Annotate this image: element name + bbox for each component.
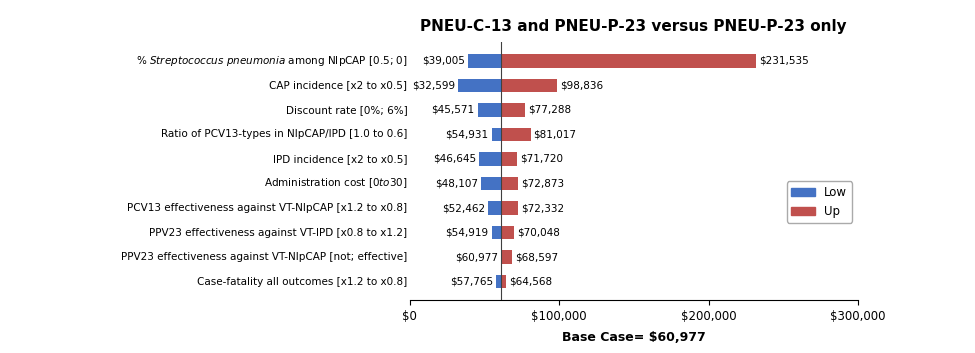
Text: $72,873: $72,873 [522,179,565,189]
Text: $81,017: $81,017 [533,130,576,139]
Text: $231,535: $231,535 [759,56,808,66]
Text: $68,597: $68,597 [515,252,558,262]
Text: Case-fatality all outcomes [x1.2 to x0.8]: Case-fatality all outcomes [x1.2 to x0.8… [197,277,408,287]
Text: $54,919: $54,919 [446,228,488,238]
Text: $70,048: $70,048 [517,228,560,238]
Text: Administration cost [$0 to $30]: Administration cost [$0 to $30] [263,176,408,190]
Bar [500,128,530,141]
Text: $52,462: $52,462 [442,203,485,213]
Text: $46,645: $46,645 [433,154,476,164]
Text: $60,977: $60,977 [454,252,497,262]
Text: PPV23 effectiveness against VT-NIpCAP [not; effective]: PPV23 effectiveness against VT-NIpCAP [n… [121,252,408,262]
Text: $39,005: $39,005 [422,56,465,66]
Text: Ratio of PCV13-types in NIpCAP/IPD [1.0 to 0.6]: Ratio of PCV13-types in NIpCAP/IPD [1.0 … [161,130,408,139]
Bar [491,226,500,239]
Bar [500,79,558,92]
Text: $77,288: $77,288 [528,105,571,115]
Text: $48,107: $48,107 [436,179,479,189]
Text: $98,836: $98,836 [561,80,604,90]
Text: $71,720: $71,720 [520,154,563,164]
Text: IPD incidence [x2 to x0.5]: IPD incidence [x2 to x0.5] [273,154,408,164]
Legend: Low, Up: Low, Up [787,181,852,223]
Bar [500,54,756,67]
Bar [500,177,519,190]
Bar [478,103,500,116]
Bar [496,275,500,288]
Bar [500,226,514,239]
Bar [500,275,506,288]
Title: PNEU-C-13 and PNEU-P-23 versus PNEU-P-23 only: PNEU-C-13 and PNEU-P-23 versus PNEU-P-23… [420,19,847,34]
Bar [500,201,518,215]
Bar [458,79,500,92]
Bar [500,152,517,166]
Bar [500,103,526,116]
Text: $64,568: $64,568 [509,277,552,287]
Text: $45,571: $45,571 [432,105,475,115]
Text: $54,931: $54,931 [446,130,488,139]
Text: CAP incidence [x2 to x0.5]: CAP incidence [x2 to x0.5] [269,80,408,90]
Text: $57,765: $57,765 [449,277,493,287]
Bar [482,177,500,190]
Bar [491,128,500,141]
Text: PPV23 effectiveness against VT-IPD [x0.8 to x1.2]: PPV23 effectiveness against VT-IPD [x0.8… [149,228,408,238]
Bar [480,152,500,166]
Bar [468,54,500,67]
Text: $32,599: $32,599 [412,80,455,90]
Text: % $\it{Streptococcus\ pneumonia}$ among NIpCAP [0.5; 0]: % $\it{Streptococcus\ pneumonia}$ among … [136,54,408,68]
Bar [500,250,512,264]
Text: Discount rate [0%; 6%]: Discount rate [0%; 6%] [286,105,408,115]
X-axis label: Base Case= $60,977: Base Case= $60,977 [562,331,706,344]
Bar [488,201,500,215]
Text: PCV13 effectiveness against VT-NIpCAP [x1.2 to x0.8]: PCV13 effectiveness against VT-NIpCAP [x… [127,203,408,213]
Text: $72,332: $72,332 [521,203,564,213]
